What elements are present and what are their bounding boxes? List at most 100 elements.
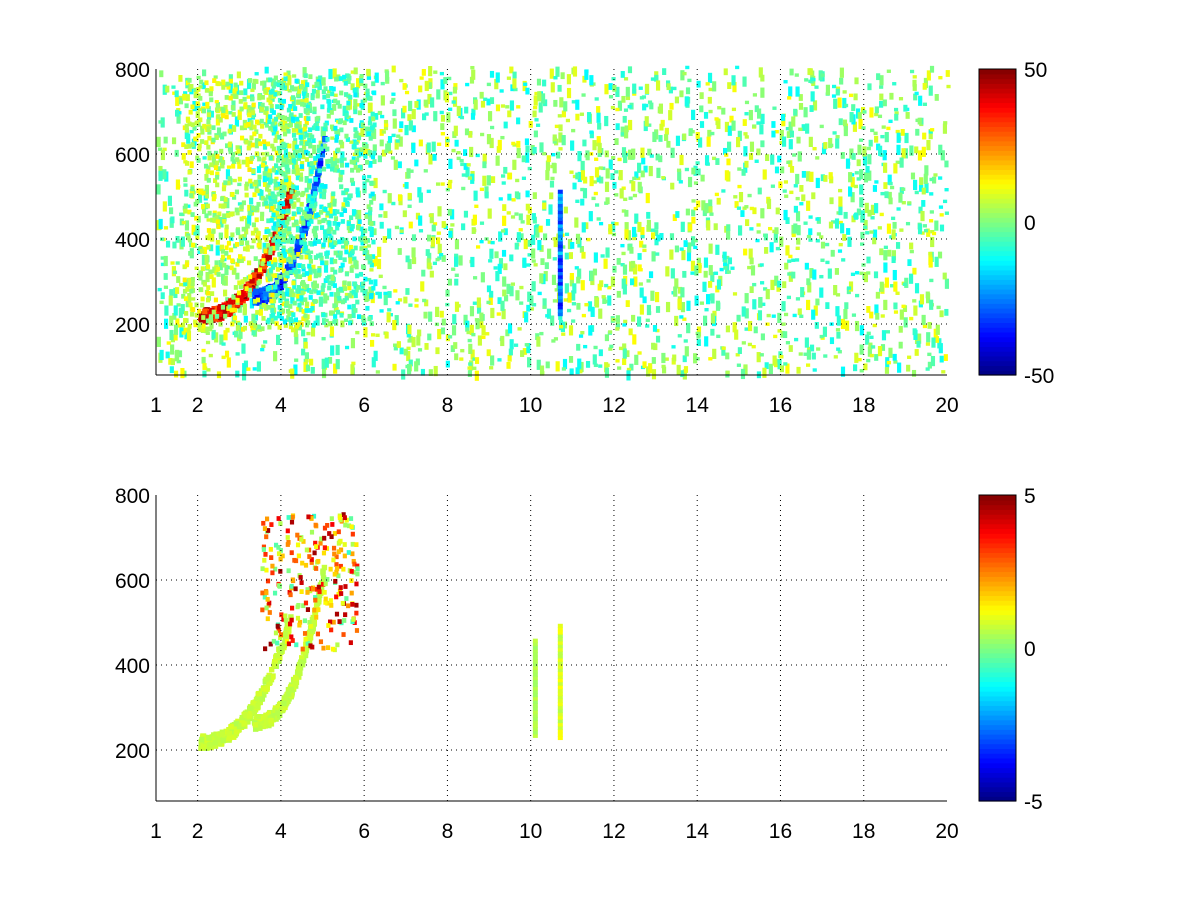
heatmap-cell	[194, 266, 199, 270]
heatmap-cell	[302, 209, 307, 215]
heatmap-cell	[725, 370, 730, 378]
heatmap-cell	[315, 126, 320, 131]
heatmap-cell	[158, 218, 163, 230]
heatmap-cell	[326, 228, 331, 234]
heatmap-cell	[851, 153, 856, 160]
heatmap-cell	[354, 130, 359, 136]
heatmap-cell	[929, 278, 934, 283]
heatmap-cell	[260, 261, 265, 267]
heatmap-cell	[786, 131, 791, 139]
heatmap-cell	[192, 125, 197, 131]
heatmap-cell	[371, 285, 376, 291]
heatmap-cell	[480, 272, 485, 283]
heatmap-cell	[610, 105, 615, 110]
heatmap-cell	[188, 109, 193, 115]
heatmap-cell	[342, 257, 347, 263]
heatmap-cell	[181, 220, 186, 225]
heatmap-cell	[524, 312, 529, 323]
heatmap-cell	[436, 237, 441, 245]
heatmap-cell	[309, 169, 314, 175]
heatmap-cell	[220, 163, 225, 169]
heatmap-cell	[474, 370, 479, 381]
heatmap-cell	[220, 273, 226, 284]
heatmap-cell	[299, 254, 304, 260]
heatmap-cell	[839, 67, 844, 78]
heatmap-cell	[258, 101, 263, 109]
heatmap-cell	[896, 132, 901, 143]
heatmap-cell	[764, 362, 769, 370]
heatmap-cell	[365, 159, 370, 165]
heatmap-cell	[193, 93, 198, 99]
heatmap-cell	[207, 210, 212, 216]
heatmap-cell	[440, 327, 446, 335]
heatmap-cell	[323, 207, 328, 212]
heatmap-cell	[694, 295, 699, 306]
heatmap-cell	[340, 169, 345, 175]
heatmap-cell	[284, 199, 290, 206]
heatmap-cell	[324, 295, 330, 301]
heatmap-cell	[819, 334, 824, 339]
heatmap-cell	[288, 253, 293, 259]
heatmap-cell	[213, 150, 219, 156]
heatmap-cell	[299, 201, 304, 207]
heatmap-cell	[348, 252, 353, 258]
heatmap-cell	[307, 274, 312, 282]
heatmap-cell	[259, 107, 265, 112]
heatmap-cell	[391, 92, 396, 96]
heatmap-cell	[271, 146, 276, 152]
heatmap-cell	[550, 315, 555, 326]
colorbar-step	[979, 293, 1016, 300]
heatmap-cell	[912, 75, 917, 79]
heatmap-cell	[542, 151, 547, 156]
heatmap-cell	[300, 290, 305, 296]
heatmap-cell	[519, 233, 524, 241]
heatmap-cell	[648, 165, 653, 177]
heatmap-cell	[857, 357, 862, 362]
heatmap-cell	[542, 233, 548, 241]
heatmap-cell	[261, 692, 267, 698]
heatmap-cell	[275, 245, 280, 251]
heatmap-cell	[254, 181, 259, 193]
heatmap-cell	[699, 301, 704, 305]
colorbar-step	[979, 303, 1016, 309]
heatmap-cell	[232, 88, 237, 94]
heatmap-cell	[631, 181, 636, 192]
heatmap-cell	[247, 287, 253, 293]
heatmap-cell	[797, 308, 802, 316]
heatmap-cell	[270, 319, 275, 325]
heatmap-cell	[270, 286, 276, 293]
heatmap-cell	[298, 147, 303, 153]
heatmap-cell	[869, 335, 874, 339]
heatmap-cell	[549, 180, 555, 188]
heatmap-cell	[256, 242, 261, 248]
heatmap-cell	[275, 208, 280, 212]
heatmap-cell	[315, 93, 320, 99]
heatmap-cell	[710, 271, 715, 283]
heatmap-cell	[501, 249, 507, 257]
heatmap-cell	[234, 94, 239, 100]
heatmap-cell	[366, 76, 372, 80]
heatmap-cell	[339, 127, 344, 133]
heatmap-cell	[557, 193, 563, 198]
heatmap-cell	[228, 299, 234, 305]
heatmap-cell	[809, 268, 814, 279]
heatmap-cell	[557, 240, 563, 245]
heatmap-cell	[703, 270, 708, 278]
heatmap-cell	[273, 226, 279, 232]
heatmap-cell	[185, 287, 190, 292]
heatmap-cell	[572, 283, 577, 294]
heatmap-cell	[358, 236, 363, 242]
heatmap-cell	[182, 264, 187, 270]
heatmap-cell	[833, 355, 838, 359]
heatmap-cell	[260, 162, 265, 168]
heatmap-cell	[187, 87, 192, 92]
heatmap-cell	[869, 353, 874, 358]
heatmap-cell	[417, 329, 422, 337]
heatmap-cell	[239, 240, 245, 246]
heatmap-cell	[623, 108, 629, 112]
heatmap-cell	[445, 138, 450, 143]
heatmap-cell	[273, 287, 280, 293]
heatmap-cell	[216, 224, 221, 230]
heatmap-cell	[172, 270, 178, 275]
heatmap-cell	[831, 94, 837, 98]
